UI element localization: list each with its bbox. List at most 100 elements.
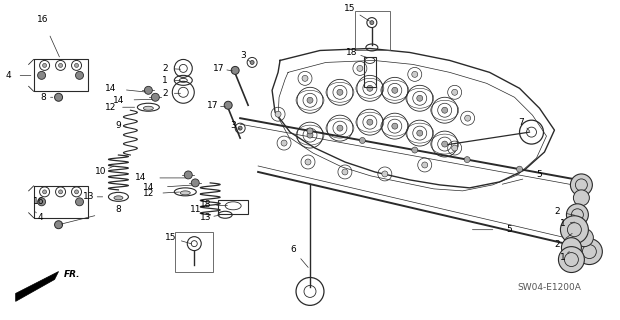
Text: 15: 15 <box>164 233 176 242</box>
Circle shape <box>452 89 458 95</box>
Text: 8: 8 <box>115 205 122 214</box>
Bar <box>33 186 89 218</box>
Text: FR.: FR. <box>64 270 80 279</box>
Ellipse shape <box>143 106 153 110</box>
Text: 7: 7 <box>519 118 525 127</box>
Bar <box>355 11 390 51</box>
Text: SW04-E1200A: SW04-E1200A <box>517 283 581 292</box>
Text: 2: 2 <box>162 64 168 73</box>
Circle shape <box>360 138 365 143</box>
Text: 14: 14 <box>105 84 116 93</box>
Text: 3: 3 <box>230 121 236 130</box>
Text: 18: 18 <box>346 48 358 57</box>
Circle shape <box>76 198 84 206</box>
Text: 17: 17 <box>213 64 224 73</box>
Ellipse shape <box>114 196 123 200</box>
Circle shape <box>58 63 63 68</box>
Text: 1: 1 <box>560 253 565 262</box>
Circle shape <box>337 89 343 95</box>
Circle shape <box>184 171 192 179</box>
Text: 13: 13 <box>200 213 211 222</box>
Text: 8: 8 <box>41 93 46 102</box>
Text: 6: 6 <box>290 245 296 254</box>
Text: 2: 2 <box>555 240 560 249</box>
Ellipse shape <box>180 191 190 195</box>
Circle shape <box>562 238 582 258</box>
Circle shape <box>392 87 398 93</box>
Circle shape <box>55 221 63 229</box>
Text: 3: 3 <box>241 51 246 60</box>
Text: 15: 15 <box>344 4 356 13</box>
Text: 2: 2 <box>555 207 560 216</box>
Circle shape <box>337 125 343 131</box>
Circle shape <box>417 130 423 136</box>
Circle shape <box>422 162 428 168</box>
Circle shape <box>43 190 46 194</box>
Text: 17: 17 <box>206 101 218 110</box>
Circle shape <box>238 126 242 130</box>
Circle shape <box>191 179 199 187</box>
Circle shape <box>74 63 79 68</box>
Text: 10: 10 <box>95 167 106 176</box>
Text: 1: 1 <box>162 76 168 85</box>
Circle shape <box>43 63 46 68</box>
Circle shape <box>452 145 458 151</box>
Circle shape <box>74 190 79 194</box>
Circle shape <box>412 147 418 153</box>
Circle shape <box>151 93 159 101</box>
Circle shape <box>382 171 388 177</box>
Circle shape <box>574 190 590 206</box>
Text: 16: 16 <box>33 197 45 206</box>
Circle shape <box>342 169 348 175</box>
Circle shape <box>570 174 592 196</box>
Circle shape <box>305 159 311 165</box>
Bar <box>33 60 89 91</box>
Circle shape <box>38 71 46 79</box>
Circle shape <box>516 166 523 172</box>
Circle shape <box>275 111 281 117</box>
Text: 14: 14 <box>113 96 124 105</box>
Circle shape <box>231 67 239 74</box>
Circle shape <box>367 119 373 125</box>
Circle shape <box>464 156 470 163</box>
Circle shape <box>55 93 63 101</box>
Circle shape <box>577 239 603 265</box>
Bar <box>175 232 213 271</box>
Circle shape <box>441 107 448 113</box>
Bar <box>218 200 248 214</box>
Circle shape <box>417 95 423 101</box>
Circle shape <box>412 71 418 77</box>
Circle shape <box>441 141 448 147</box>
Bar <box>364 58 376 87</box>
Text: 16: 16 <box>37 15 48 24</box>
Circle shape <box>392 123 398 129</box>
Text: 1: 1 <box>560 219 565 228</box>
Text: 4: 4 <box>6 71 12 80</box>
Circle shape <box>567 204 588 226</box>
Circle shape <box>224 101 232 109</box>
Text: 4: 4 <box>38 213 43 222</box>
Circle shape <box>560 216 588 244</box>
Circle shape <box>370 20 374 25</box>
Text: 14: 14 <box>135 173 146 182</box>
Text: 9: 9 <box>115 121 122 130</box>
Circle shape <box>302 76 308 81</box>
Circle shape <box>559 247 585 273</box>
Circle shape <box>464 115 471 121</box>
Circle shape <box>76 71 84 79</box>
Circle shape <box>250 60 254 64</box>
Text: 13: 13 <box>82 192 94 201</box>
Text: 11: 11 <box>190 205 201 214</box>
Text: 5: 5 <box>507 225 512 234</box>
Text: 18: 18 <box>200 200 211 209</box>
Circle shape <box>357 65 363 71</box>
Circle shape <box>307 97 313 103</box>
Circle shape <box>367 85 373 91</box>
Text: 5: 5 <box>536 171 542 180</box>
Text: 12: 12 <box>143 189 154 198</box>
Circle shape <box>575 229 593 247</box>
Circle shape <box>38 198 46 206</box>
Text: 2: 2 <box>162 89 168 98</box>
Circle shape <box>307 128 313 134</box>
Circle shape <box>307 132 313 138</box>
